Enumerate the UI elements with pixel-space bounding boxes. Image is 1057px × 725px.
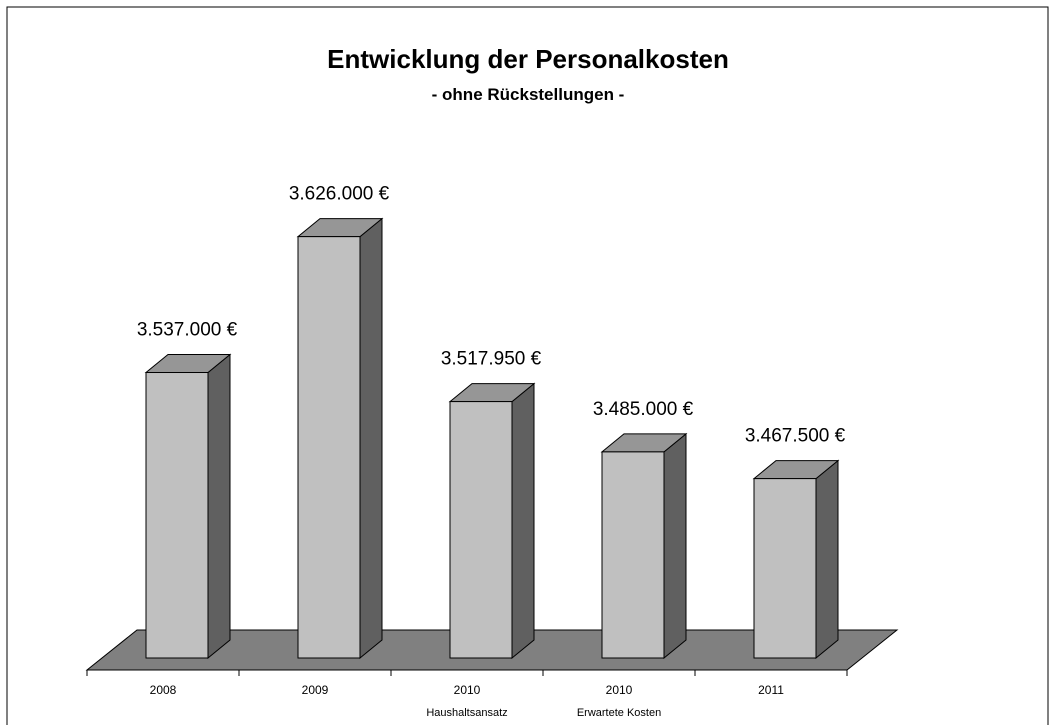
bar-side — [511, 382, 535, 660]
x-tick-label: 2010 — [606, 683, 633, 697]
bar — [297, 236, 361, 659]
chart-title: Entwicklung der Personalkosten — [327, 44, 729, 74]
x-tick-label: 2008 — [150, 683, 177, 697]
x-tick-label: 2009 — [302, 683, 329, 697]
x-tick-sublabel: Haushaltsansatz — [426, 707, 507, 719]
x-tick-sublabel: Erwartete Kosten — [577, 707, 661, 719]
value-label: 3.537.000 € — [137, 320, 238, 341]
bar — [753, 478, 817, 659]
bar-side — [815, 459, 839, 660]
value-label: 3.626.000 € — [289, 184, 390, 205]
value-label: 3.485.000 € — [593, 399, 694, 420]
bar — [145, 372, 209, 659]
x-tick-label: 2010 — [454, 683, 481, 697]
bar-side — [359, 217, 383, 660]
bar — [449, 401, 513, 659]
chart-subtitle: - ohne Rückstellungen - — [432, 85, 625, 104]
bar-side — [207, 353, 231, 660]
bar-side — [663, 432, 687, 660]
value-label: 3.517.950 € — [441, 349, 542, 370]
bar — [601, 451, 665, 659]
value-label: 3.467.500 € — [745, 426, 846, 447]
x-tick-label: 2011 — [758, 683, 784, 697]
